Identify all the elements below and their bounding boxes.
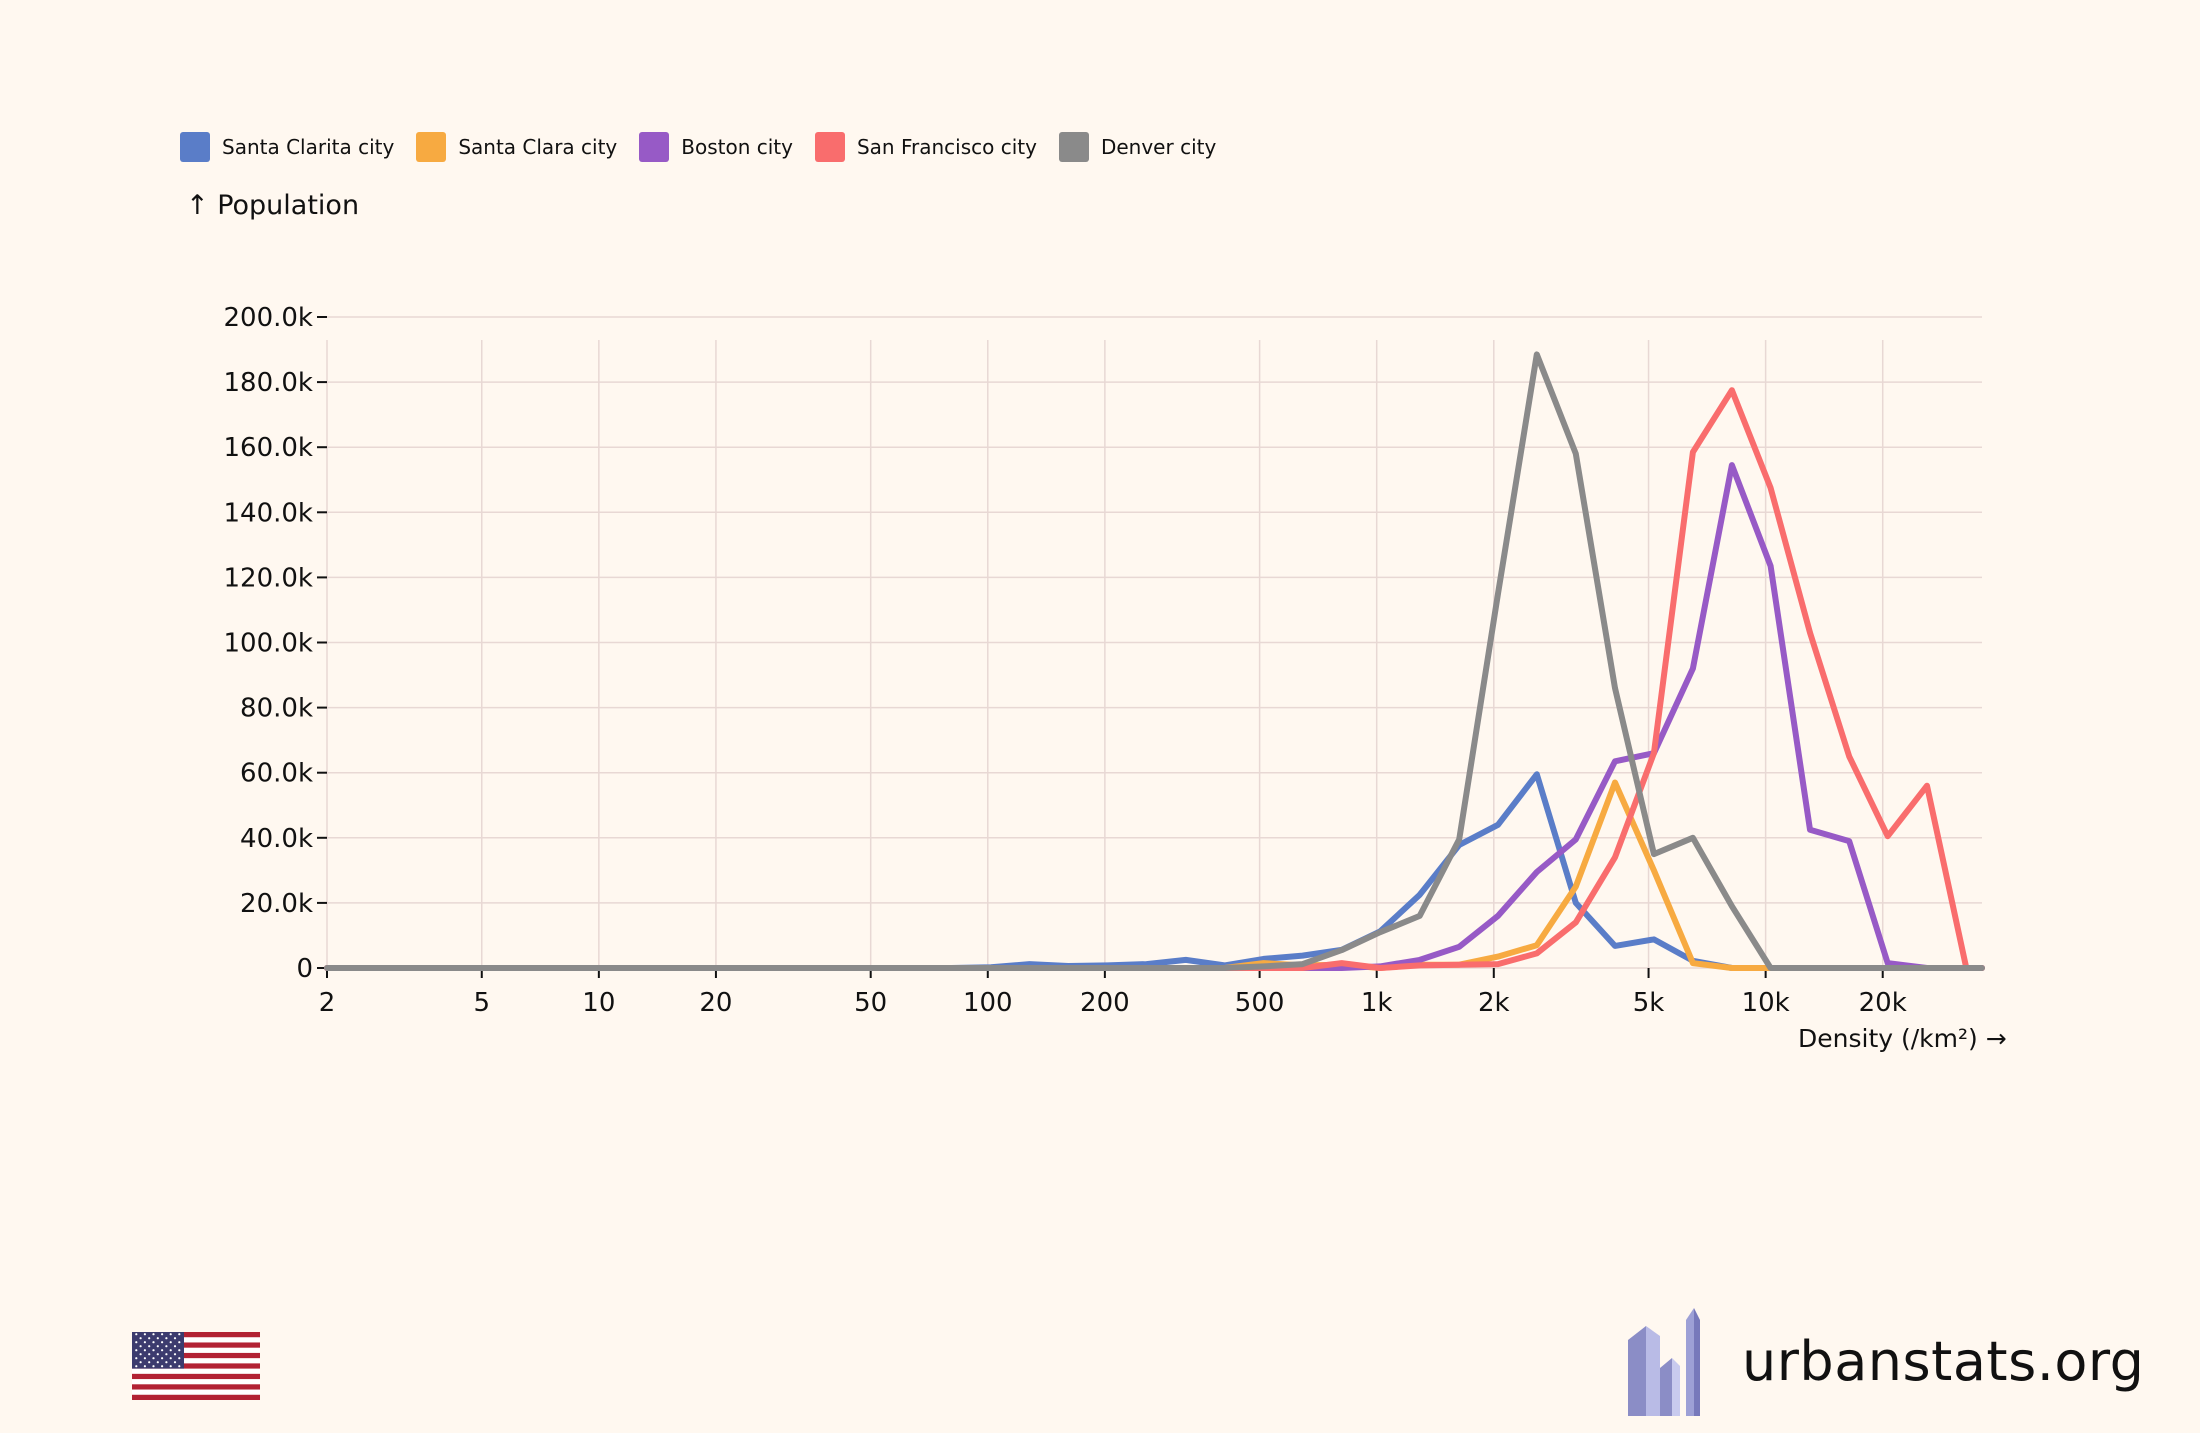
series-line	[324, 771, 1985, 971]
legend-swatch	[1058, 132, 1089, 162]
x-tick-label: 5	[473, 988, 490, 1018]
legend-item: Boston city	[639, 132, 793, 162]
y-tick-label: 60.0k	[240, 759, 313, 789]
legend-item: Denver city	[1058, 132, 1217, 162]
y-tick-label: 80.0k	[240, 694, 313, 724]
x-tick-label: 5k	[1633, 988, 1665, 1018]
legend-swatch	[814, 132, 845, 162]
y-tick-label: 100.0k	[224, 629, 314, 659]
x-tick-label: 1k	[1361, 988, 1393, 1018]
y-tick-label: 180.0k	[224, 368, 314, 398]
x-tick-label: 500	[1235, 988, 1285, 1018]
x-tick-label: 2k	[1478, 988, 1510, 1018]
y-tick-label: 20.0k	[240, 889, 313, 919]
legend-label: Santa Clara city	[458, 135, 618, 159]
x-tick-label: 100	[963, 988, 1013, 1018]
legend: Santa Clarita city Santa Clara city Boston…	[180, 132, 1238, 162]
x-tick-label: 2	[319, 988, 336, 1018]
x-tick-label: 200	[1080, 988, 1130, 1018]
y-axis-title: ↑ Population	[186, 190, 360, 221]
y-tick-label: 160.0k	[224, 433, 314, 463]
series-line	[324, 779, 1985, 971]
grid	[326, 316, 1982, 969]
y-tick-label: 120.0k	[224, 563, 314, 593]
series-line	[324, 462, 1985, 971]
legend-swatch	[180, 132, 210, 162]
urbanstats-logo-icon	[1628, 1308, 1700, 1416]
axes: 0 20.0k 40.0k 60.0k 80.0k 100.0k 120.0k 140.0k 1…	[224, 303, 1907, 1018]
x-tick-label: 10k	[1742, 988, 1790, 1018]
brand-name: urbanstats.org	[1742, 1329, 2145, 1393]
series-lines	[324, 351, 1985, 971]
x-axis-title: Density (/km²) →	[1798, 1024, 2007, 1053]
legend-label: Boston city	[681, 135, 793, 159]
x-tick-label: 20k	[1859, 988, 1907, 1018]
x-tick-label: 50	[854, 988, 887, 1018]
legend-item: San Francisco city	[814, 132, 1037, 162]
y-tick-label: 40.0k	[240, 824, 313, 854]
legend-swatch	[416, 132, 447, 162]
y-tick-label: 140.0k	[224, 498, 314, 528]
legend-swatch	[639, 132, 670, 162]
legend-label: San Francisco city	[856, 135, 1037, 159]
brand[interactable]: urbanstats.org	[1626, 1306, 2144, 1416]
series-line	[324, 351, 1985, 971]
legend-item: Santa Clara city	[416, 132, 617, 162]
y-tick-label: 200.0k	[224, 303, 314, 333]
x-tick-label: 10	[582, 988, 615, 1018]
legend-label: Santa Clarita city	[222, 135, 395, 159]
x-tick-label: 20	[699, 988, 732, 1018]
y-tick-label: 0	[296, 954, 313, 984]
legend-label: Denver city	[1100, 135, 1217, 159]
legend-item: Santa Clarita city	[180, 132, 394, 162]
us-flag-icon	[132, 1332, 260, 1404]
